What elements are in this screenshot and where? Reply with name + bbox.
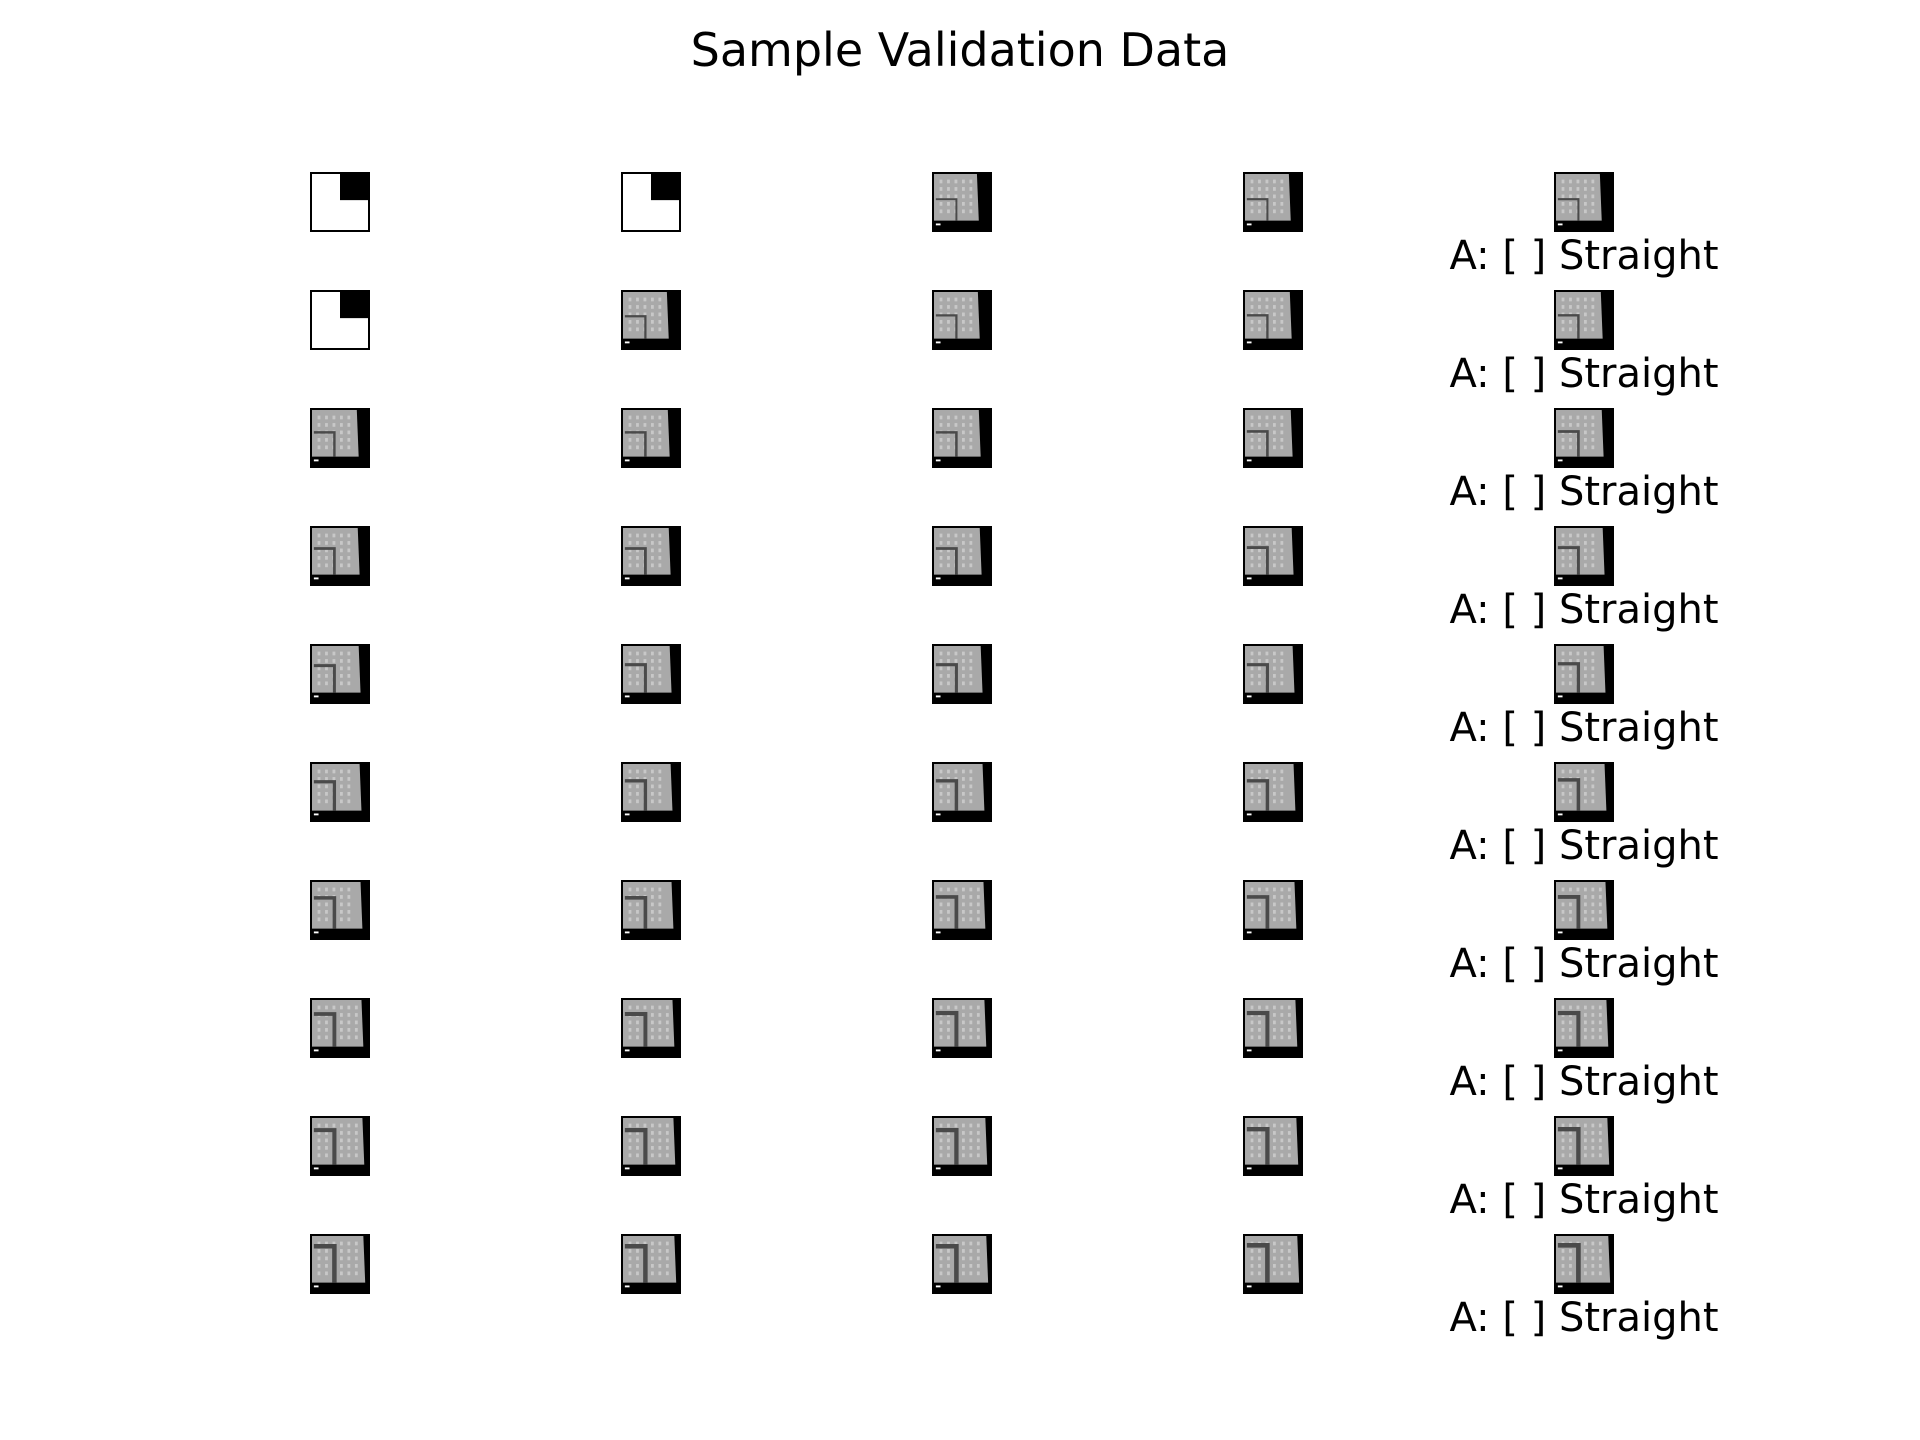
sample-thumbnail — [932, 762, 992, 822]
sample-thumbnail — [310, 762, 370, 822]
sample-thumbnail — [1243, 644, 1303, 704]
sample-thumbnail — [932, 1234, 992, 1294]
sample-thumbnail — [1554, 172, 1614, 232]
answer-caption: A: [ ] Straight — [1449, 823, 1719, 869]
sample-thumbnail — [621, 880, 681, 940]
sample-thumbnail — [932, 998, 992, 1058]
sample-thumbnail — [932, 1116, 992, 1176]
sample-thumbnail — [621, 1116, 681, 1176]
answer-caption: A: [ ] Straight — [1449, 587, 1719, 633]
sample-thumbnail — [1554, 998, 1614, 1058]
sample-thumbnail — [621, 1234, 681, 1294]
sample-thumbnail — [932, 526, 992, 586]
sample-thumbnail — [621, 644, 681, 704]
sample-thumbnail — [1243, 880, 1303, 940]
sample-thumbnail — [1554, 1234, 1614, 1294]
sample-thumbnail — [1243, 290, 1303, 350]
answer-caption: A: [ ] Straight — [1449, 705, 1719, 751]
sample-thumbnail — [310, 290, 370, 350]
sample-thumbnail — [1554, 880, 1614, 940]
sample-thumbnail — [1243, 998, 1303, 1058]
sample-thumbnail — [1243, 1234, 1303, 1294]
sample-thumbnail — [310, 408, 370, 468]
answer-caption: A: [ ] Straight — [1449, 351, 1719, 397]
sample-thumbnail — [310, 526, 370, 586]
sample-thumbnail — [1554, 408, 1614, 468]
sample-thumbnail — [932, 172, 992, 232]
sample-thumbnail — [621, 290, 681, 350]
sample-thumbnail — [1554, 644, 1614, 704]
sample-thumbnail — [310, 1116, 370, 1176]
sample-thumbnail — [310, 880, 370, 940]
sample-thumbnail — [621, 526, 681, 586]
sample-thumbnail — [310, 172, 370, 232]
sample-thumbnail — [1554, 1116, 1614, 1176]
answer-caption: A: [ ] Straight — [1449, 941, 1719, 987]
sample-thumbnail — [1243, 526, 1303, 586]
sample-thumbnail — [621, 408, 681, 468]
sample-thumbnail — [932, 880, 992, 940]
sample-thumbnail — [310, 1234, 370, 1294]
sample-thumbnail — [1243, 408, 1303, 468]
sample-thumbnail — [1554, 762, 1614, 822]
sample-thumbnail — [621, 762, 681, 822]
sample-thumbnail — [1554, 526, 1614, 586]
answer-caption: A: [ ] Straight — [1449, 1295, 1719, 1341]
sample-thumbnail — [1554, 290, 1614, 350]
sample-thumbnail — [1243, 1116, 1303, 1176]
answer-caption: A: [ ] Straight — [1449, 233, 1719, 279]
answer-caption: A: [ ] Straight — [1449, 469, 1719, 515]
figure-title: Sample Validation Data — [690, 23, 1230, 77]
sample-thumbnail — [310, 998, 370, 1058]
sample-thumbnail — [621, 172, 681, 232]
sample-thumbnail — [932, 290, 992, 350]
sample-thumbnail — [310, 644, 370, 704]
answer-caption: A: [ ] Straight — [1449, 1059, 1719, 1105]
sample-thumbnail — [932, 408, 992, 468]
answer-caption: A: [ ] Straight — [1449, 1177, 1719, 1223]
sample-thumbnail — [1243, 762, 1303, 822]
sample-thumbnail — [1243, 172, 1303, 232]
sample-thumbnail — [621, 998, 681, 1058]
sample-thumbnail — [932, 644, 992, 704]
